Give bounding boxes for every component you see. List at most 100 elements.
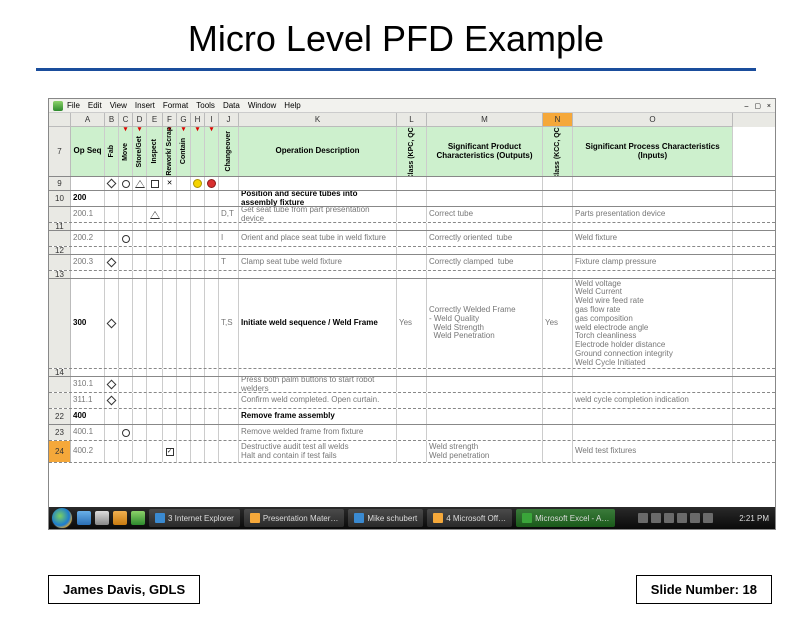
cell-G[interactable] bbox=[177, 377, 191, 392]
cell-M[interactable] bbox=[427, 409, 543, 424]
cell-H[interactable] bbox=[191, 409, 205, 424]
cell-C[interactable] bbox=[119, 425, 133, 440]
cell-E[interactable] bbox=[147, 441, 163, 462]
cell-M[interactable] bbox=[427, 377, 543, 392]
rowlabel[interactable] bbox=[49, 207, 71, 222]
cell-L[interactable]: Yes bbox=[397, 279, 427, 368]
cell-C[interactable] bbox=[119, 279, 133, 368]
cell-H[interactable] bbox=[191, 393, 205, 408]
cell-L[interactable] bbox=[397, 441, 427, 462]
cell-F[interactable] bbox=[163, 231, 177, 246]
col-O[interactable]: O bbox=[573, 113, 733, 127]
cell-D[interactable] bbox=[133, 409, 147, 424]
cell-F[interactable] bbox=[163, 377, 177, 392]
cell-E[interactable] bbox=[147, 191, 163, 206]
cell-J[interactable] bbox=[219, 409, 239, 424]
cell-J[interactable]: I bbox=[219, 231, 239, 246]
cell-G[interactable] bbox=[177, 255, 191, 270]
cell-E[interactable] bbox=[147, 409, 163, 424]
cell-D[interactable] bbox=[133, 279, 147, 368]
cell-G[interactable] bbox=[177, 441, 191, 462]
taskbar-item[interactable]: Mike schubert bbox=[348, 509, 423, 527]
cell-I[interactable] bbox=[205, 255, 219, 270]
cell-M[interactable]: Correctly Welded Frame - Weld Quality We… bbox=[427, 279, 543, 368]
menu-insert[interactable]: Insert bbox=[135, 101, 155, 110]
cell-D[interactable] bbox=[133, 191, 147, 206]
cell-L[interactable] bbox=[397, 231, 427, 246]
cell-A[interactable]: 311.1 bbox=[71, 393, 105, 408]
col-G[interactable]: G bbox=[177, 113, 191, 127]
cell-L[interactable] bbox=[397, 425, 427, 440]
cell-O[interactable] bbox=[573, 409, 733, 424]
quicklaunch-1[interactable] bbox=[77, 511, 91, 525]
menu-data[interactable]: Data bbox=[223, 101, 240, 110]
cell-M[interactable]: Weld strength Weld penetration bbox=[427, 441, 543, 462]
cell-N[interactable] bbox=[543, 255, 573, 270]
system-tray[interactable] bbox=[638, 513, 713, 523]
cell-A[interactable]: 400.2 bbox=[71, 441, 105, 462]
cell-O[interactable] bbox=[573, 425, 733, 440]
rowlabel[interactable]: 22 bbox=[49, 409, 71, 424]
cell-K[interactable]: Destructive audit test all welds Halt an… bbox=[239, 441, 397, 462]
menu-edit[interactable]: Edit bbox=[88, 101, 102, 110]
cell-N[interactable] bbox=[543, 393, 573, 408]
cell-A[interactable]: 400.1 bbox=[71, 425, 105, 440]
cell-K[interactable]: Orient and place seat tube in weld fixtu… bbox=[239, 231, 397, 246]
cell-G[interactable] bbox=[177, 279, 191, 368]
cell-I[interactable] bbox=[205, 441, 219, 462]
cell-M[interactable]: Correctly oriented tube bbox=[427, 231, 543, 246]
cell-C[interactable] bbox=[119, 231, 133, 246]
col-C[interactable]: C bbox=[119, 113, 133, 127]
cell-H[interactable] bbox=[191, 425, 205, 440]
cell-H[interactable] bbox=[191, 207, 205, 222]
col-H[interactable]: H bbox=[191, 113, 205, 127]
col-I[interactable]: I bbox=[205, 113, 219, 127]
cell-D[interactable] bbox=[133, 207, 147, 222]
col-M[interactable]: M bbox=[427, 113, 543, 127]
cell-L[interactable] bbox=[397, 255, 427, 270]
cell-N[interactable] bbox=[543, 191, 573, 206]
cell-J[interactable] bbox=[219, 191, 239, 206]
cell-K[interactable]: Press both palm buttons to start robot w… bbox=[239, 377, 397, 392]
cell-B[interactable] bbox=[105, 191, 119, 206]
cell-D[interactable] bbox=[133, 377, 147, 392]
cell-M[interactable]: Correct tube bbox=[427, 207, 543, 222]
cell-I[interactable] bbox=[205, 231, 219, 246]
cell-H[interactable] bbox=[191, 441, 205, 462]
window-controls[interactable]: – ▢ × bbox=[745, 102, 773, 110]
cell-O[interactable]: Weld fixture bbox=[573, 231, 733, 246]
cell-I[interactable] bbox=[205, 425, 219, 440]
cell-O[interactable]: weld cycle completion indication bbox=[573, 393, 733, 408]
cell-B[interactable] bbox=[105, 255, 119, 270]
cell-C[interactable] bbox=[119, 255, 133, 270]
cell-L[interactable] bbox=[397, 207, 427, 222]
cell-L[interactable] bbox=[397, 377, 427, 392]
cell-E[interactable] bbox=[147, 231, 163, 246]
cell-G[interactable] bbox=[177, 425, 191, 440]
cell-N[interactable]: Yes bbox=[543, 279, 573, 368]
cell-E[interactable] bbox=[147, 279, 163, 368]
menu-file[interactable]: File bbox=[67, 101, 80, 110]
menu-help[interactable]: Help bbox=[284, 101, 300, 110]
rowlabel[interactable] bbox=[49, 279, 71, 368]
cell-H[interactable] bbox=[191, 377, 205, 392]
col-N[interactable]: N bbox=[543, 113, 573, 127]
cell-E[interactable] bbox=[147, 207, 163, 222]
cell-B[interactable] bbox=[105, 393, 119, 408]
rowlabel-9[interactable]: 9 bbox=[49, 177, 71, 190]
cell-K[interactable]: Position and secure tubes into assembly … bbox=[239, 191, 397, 206]
cell-G[interactable] bbox=[177, 231, 191, 246]
cell-O[interactable]: Weld test fixtures bbox=[573, 441, 733, 462]
cell-J[interactable] bbox=[219, 425, 239, 440]
cell-M[interactable] bbox=[427, 191, 543, 206]
cell-I[interactable] bbox=[205, 191, 219, 206]
cell-C[interactable] bbox=[119, 409, 133, 424]
cell-F[interactable] bbox=[163, 207, 177, 222]
cell-F[interactable] bbox=[163, 409, 177, 424]
cell-F[interactable] bbox=[163, 255, 177, 270]
cell-B[interactable] bbox=[105, 279, 119, 368]
cell-C[interactable] bbox=[119, 207, 133, 222]
taskbar-item[interactable]: 3 Internet Explorer bbox=[149, 509, 240, 527]
cell-A[interactable]: 200.2 bbox=[71, 231, 105, 246]
cell-O[interactable]: Weld voltage Weld Current Weld wire feed… bbox=[573, 279, 733, 368]
